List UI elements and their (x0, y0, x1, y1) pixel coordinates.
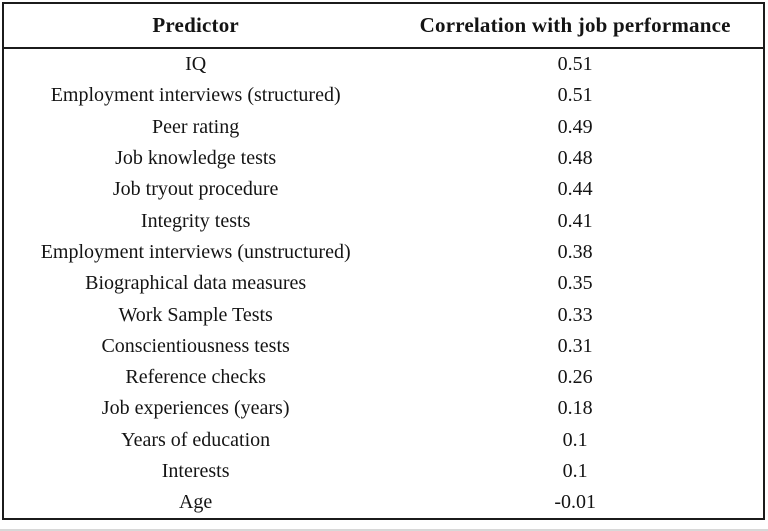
table-row: Work Sample Tests 0.33 (3, 299, 764, 330)
table-row: Employment interviews (structured) 0.51 (3, 80, 764, 111)
table-row: IQ 0.51 (3, 48, 764, 80)
table-row: Interests 0.1 (3, 456, 764, 487)
predictor-cell: Age (178, 491, 213, 514)
table-row: Job tryout procedure 0.44 (3, 174, 764, 205)
predictor-cell: Interests (161, 460, 230, 482)
correlation-cell: 0.26 (557, 366, 593, 389)
predictor-cell: Integrity tests (140, 209, 251, 232)
correlation-cell: 0.1 (562, 428, 588, 451)
correlation-cell: 0.1 (562, 460, 588, 482)
correlation-cell: -0.01 (554, 491, 596, 514)
correlation-cell: 0.48 (557, 147, 593, 170)
correlation-cell: 0.33 (557, 303, 593, 326)
predictor-cell: Peer rating (152, 115, 240, 138)
table-row: Job experiences (years) 0.18 (3, 393, 764, 424)
table-body: IQ 0.51 Employment interviews (structured)… (3, 48, 764, 519)
predictor-cell: Employment interviews (structured) (50, 84, 341, 107)
predictor-cell: Work Sample Tests (118, 303, 273, 326)
column-header-correlation: Correlation with job performance (419, 13, 731, 37)
predictor-cell: Job knowledge tests (115, 147, 277, 170)
column-header-predictor: Predictor (152, 13, 239, 37)
predictor-cell: Employment interviews (unstructured) (40, 240, 351, 263)
table-row: Biographical data measures 0.35 (3, 268, 764, 299)
correlation-cell: 0.49 (557, 115, 593, 138)
table-row: Employment interviews (unstructured) 0.38 (3, 237, 764, 268)
predictor-cell: Job tryout procedure (112, 178, 279, 201)
predictor-cell: Years of education (121, 428, 271, 451)
table-row: Years of education 0.1 (3, 425, 764, 456)
predictor-cell: Reference checks (125, 366, 266, 389)
predictor-cell: Conscientiousness tests (101, 334, 290, 357)
table-row: Reference checks 0.26 (3, 362, 764, 393)
table-row: Conscientiousness tests 0.31 (3, 331, 764, 362)
correlation-cell: 0.35 (557, 272, 593, 295)
correlation-cell: 0.51 (557, 84, 593, 107)
predictor-cell: IQ (185, 53, 207, 76)
correlation-cell: 0.31 (557, 334, 593, 357)
correlation-cell: 0.38 (557, 240, 593, 263)
predictor-cell: Biographical data measures (85, 272, 307, 295)
correlation-cell: 0.44 (557, 178, 593, 201)
table-row: Age -0.01 (3, 487, 764, 519)
table-row: Integrity tests 0.41 (3, 205, 764, 236)
correlation-cell: 0.51 (557, 53, 593, 76)
predictor-cell: Job experiences (years) (101, 397, 290, 420)
correlation-cell: 0.41 (557, 209, 593, 232)
table-row: Peer rating 0.49 (3, 112, 764, 143)
table-row: Job knowledge tests 0.48 (3, 143, 764, 174)
predictor-correlation-table: Predictor Correlation with job performan… (2, 2, 765, 521)
bottom-edge-artifact (0, 529, 768, 531)
header-row: Predictor Correlation with job performan… (3, 3, 764, 48)
correlation-cell: 0.18 (557, 397, 593, 420)
